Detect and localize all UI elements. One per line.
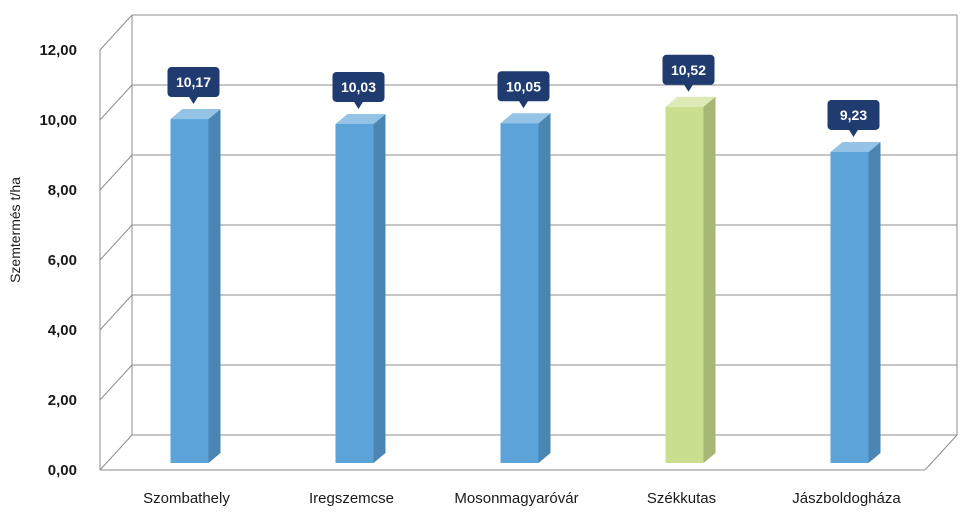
data-label-text: 10,52 [671, 62, 706, 78]
data-label-pointer [353, 100, 364, 109]
data-label-pointer [848, 128, 859, 137]
data-label-box [332, 71, 385, 102]
data-label-box [662, 54, 715, 85]
labels-layer: 10,17 Szombathely 10,03 Iregszemcse 10,05 Mos… [143, 54, 901, 507]
x-tick-label: Iregszemcse [309, 490, 394, 507]
bar-side-face [208, 109, 221, 464]
data-label: 10,03 [332, 71, 385, 109]
data-label: 10,17 [167, 67, 220, 105]
side-wall-gridline [99, 364, 133, 401]
y-tick-label: 2,00 [48, 392, 77, 409]
y-tick-label: 12,00 [39, 42, 77, 59]
bar-side-face [868, 141, 881, 463]
bar[interactable] [500, 113, 551, 463]
y-axis-label: Szemtermés t/ha [7, 177, 23, 283]
bar-top-face [500, 113, 551, 124]
bar[interactable] [830, 141, 881, 463]
data-label: 10,05 [497, 71, 550, 109]
bar[interactable] [335, 113, 386, 463]
data-label-pointer [188, 96, 199, 105]
data-label: 9,23 [827, 99, 880, 137]
y-tick-label: 10,00 [39, 112, 77, 129]
side-wall-gridline [99, 294, 133, 331]
floor-right-edge [924, 434, 958, 471]
x-tick-label: Székkutas [647, 490, 716, 507]
bar[interactable] [665, 96, 716, 464]
data-label: 10,52 [662, 54, 715, 92]
bar-front-face [665, 106, 704, 464]
bar-front-face [500, 123, 539, 463]
data-label-text: 10,03 [341, 79, 376, 95]
data-label-text: 10,17 [176, 74, 211, 90]
side-wall-gridline [99, 434, 133, 471]
y-tick-label: 4,00 [48, 322, 77, 339]
bar-front-face [170, 119, 209, 464]
bar[interactable] [170, 109, 221, 464]
side-wall-gridline [99, 224, 133, 261]
x-tick-label: Mosonmagyaróvár [454, 490, 578, 507]
y-tick-label: 0,00 [48, 462, 77, 479]
side-wall-gridline [99, 14, 133, 51]
y-tick-label: 8,00 [48, 182, 77, 199]
side-wall-gridline [99, 84, 133, 121]
bar-side-face [703, 96, 716, 464]
bar-front-face [335, 123, 374, 463]
x-tick-label: Jászboldogháza [792, 490, 901, 507]
bar-side-face [373, 113, 386, 463]
bar-top-face [665, 96, 716, 107]
bar-top-face [170, 109, 221, 120]
data-label-box [167, 67, 220, 98]
data-label-text: 9,23 [840, 107, 867, 123]
bars-layer [170, 96, 881, 464]
bar-top-face [335, 113, 386, 124]
data-label-pointer [518, 100, 529, 109]
y-tick-label: 6,00 [48, 252, 77, 269]
data-label-text: 10,05 [506, 78, 541, 94]
bar-front-face [830, 151, 869, 463]
data-label-box [827, 99, 880, 130]
bar-top-face [830, 141, 881, 152]
data-label-box [497, 71, 550, 102]
side-wall-gridline [99, 154, 133, 191]
bar-side-face [538, 113, 551, 463]
data-label-pointer [683, 83, 694, 92]
x-tick-label: Szombathely [143, 490, 230, 507]
